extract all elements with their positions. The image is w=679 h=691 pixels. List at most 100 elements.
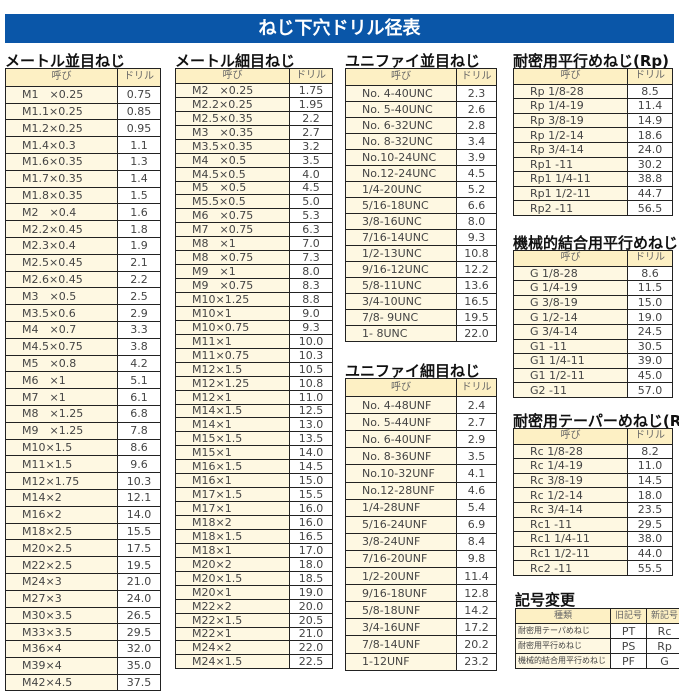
drill-size: 8.4: [457, 533, 497, 550]
drill-size: 15.0: [290, 474, 333, 488]
thread-size: G1 -11: [514, 339, 628, 354]
thread-size: M10×1.25: [176, 293, 290, 307]
thread-size: No.12-28UNF: [346, 482, 457, 499]
drill-size: 56.5: [628, 201, 673, 216]
drill-size: 10.0: [290, 334, 333, 348]
drill-size: 32.0: [118, 641, 161, 658]
thread-size: No. 5-44UNF: [346, 414, 457, 431]
thread-size: M9 ×1: [176, 265, 290, 279]
thread-size: M5 ×0.5: [176, 181, 290, 195]
thread-size: 9/16-18UNF: [346, 585, 457, 602]
drill-size: 2.9: [118, 305, 161, 322]
drill-size: 14.0: [290, 446, 333, 460]
thread-size: 7/16-20UNF: [346, 550, 457, 567]
drill-size: 8.6: [628, 266, 673, 281]
thread-size: No. 8-32UNC: [346, 134, 457, 150]
drill-size: 3.8: [118, 338, 161, 355]
drill-size: 2.9: [457, 431, 497, 448]
drill-size: 38.8: [628, 172, 673, 187]
header-drill: ドリル: [290, 69, 333, 84]
thread-size: M20×1: [176, 585, 290, 599]
thread-size: No.10-24UNC: [346, 150, 457, 166]
thread-size: M2.6×0.45: [6, 271, 118, 288]
drill-size: 2.1: [118, 254, 161, 271]
thread-size: M14×2: [6, 489, 118, 506]
thread-size: No.12-24UNC: [346, 166, 457, 182]
drill-size: 5.4: [457, 499, 497, 516]
thread-size: M3 ×0.35: [176, 125, 290, 139]
drill-size: 6.1: [118, 389, 161, 406]
thread-size: M12×1.75: [6, 473, 118, 490]
thread-size: M2.5×0.45: [6, 254, 118, 271]
drill-size: 35.0: [118, 657, 161, 674]
thread-size: G1 1/4-11: [514, 354, 628, 369]
drill-size: 13.5: [290, 432, 333, 446]
thread-size: M18×2: [176, 516, 290, 530]
thread-size: M1.1×0.25: [6, 103, 118, 120]
drill-size: 10.5: [290, 362, 333, 376]
thread-size: M2 ×0.4: [6, 204, 118, 221]
drill-size: 26.5: [118, 607, 161, 624]
drill-size: 18.0: [290, 557, 333, 571]
thread-size: M12×1.25: [176, 376, 290, 390]
header-name: 呼び: [346, 69, 457, 86]
drill-size: 5.2: [457, 182, 497, 198]
drill-size: 18.6: [628, 128, 673, 143]
thread-size: M6 ×0.75: [176, 209, 290, 223]
drill-size: 10.3: [290, 348, 333, 362]
drill-size: 20.5: [290, 613, 333, 627]
thread-size: M10×0.75: [176, 320, 290, 334]
drill-size: 2.6: [457, 102, 497, 118]
thread-size: M39×4: [6, 657, 118, 674]
thread-size: Rc 1/8-28: [514, 444, 628, 459]
header-name: 呼び: [176, 69, 290, 84]
thread-size: M20×1.5: [176, 571, 290, 585]
drill-size: 3.3: [118, 321, 161, 338]
drill-size: 11.4: [628, 99, 673, 114]
thread-size: M11×0.75: [176, 348, 290, 362]
thread-size: Rc 1/4-19: [514, 459, 628, 474]
symbols-cell: 機械的結合用平行めねじ: [516, 654, 611, 669]
thread-size: Rc1 -11: [514, 517, 628, 532]
drill-size: 55.5: [628, 561, 673, 576]
thread-size: M8 ×1.25: [6, 405, 118, 422]
thread-size: M2.2×0.45: [6, 221, 118, 238]
thread-size: 3/4-10UNC: [346, 294, 457, 310]
drill-size: 2.7: [457, 414, 497, 431]
header-drill: ドリル: [457, 379, 497, 397]
thread-size: No. 4-40UNC: [346, 86, 457, 102]
header-drill: ドリル: [628, 429, 673, 445]
drill-size: 45.0: [628, 368, 673, 383]
drill-size: 9.6: [118, 456, 161, 473]
